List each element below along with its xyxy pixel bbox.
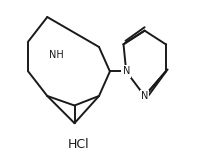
Text: NH: NH — [49, 50, 64, 60]
Text: HCl: HCl — [68, 139, 89, 151]
Text: N: N — [123, 66, 130, 76]
Text: N: N — [141, 91, 148, 101]
